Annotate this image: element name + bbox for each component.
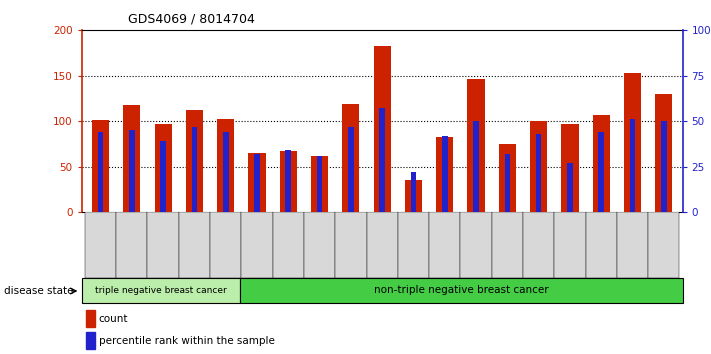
Bar bbox=[624, 73, 641, 212]
Bar bbox=[240, 278, 683, 303]
Bar bbox=[567, 163, 573, 212]
Bar bbox=[648, 212, 680, 278]
Bar bbox=[429, 212, 461, 278]
Bar bbox=[586, 212, 617, 278]
Bar bbox=[217, 119, 235, 212]
Text: GDS4069 / 8014704: GDS4069 / 8014704 bbox=[128, 12, 255, 25]
Text: disease state: disease state bbox=[4, 286, 73, 296]
Bar bbox=[286, 150, 291, 212]
Bar bbox=[335, 212, 366, 278]
Bar bbox=[630, 119, 636, 212]
Bar bbox=[129, 130, 134, 212]
Text: non-triple negative breast cancer: non-triple negative breast cancer bbox=[374, 285, 548, 295]
Bar bbox=[154, 124, 172, 212]
Bar bbox=[97, 132, 103, 212]
Bar bbox=[405, 179, 422, 212]
Bar bbox=[436, 137, 454, 212]
Bar bbox=[223, 132, 228, 212]
Bar bbox=[272, 212, 304, 278]
Bar bbox=[210, 212, 241, 278]
Bar bbox=[398, 212, 429, 278]
Bar bbox=[191, 127, 197, 212]
Bar bbox=[523, 212, 555, 278]
Bar bbox=[492, 212, 523, 278]
Bar bbox=[467, 79, 485, 212]
Text: count: count bbox=[99, 314, 128, 324]
Bar bbox=[536, 134, 542, 212]
Bar bbox=[442, 136, 447, 212]
Bar bbox=[279, 151, 297, 212]
Bar bbox=[178, 212, 210, 278]
Bar bbox=[254, 154, 260, 212]
Bar bbox=[380, 108, 385, 212]
Bar bbox=[505, 154, 510, 212]
Bar bbox=[474, 121, 479, 212]
Bar bbox=[116, 212, 147, 278]
Bar bbox=[304, 212, 335, 278]
Bar bbox=[366, 212, 398, 278]
Bar bbox=[617, 212, 648, 278]
Bar bbox=[86, 332, 95, 349]
Bar bbox=[147, 212, 178, 278]
Bar bbox=[248, 153, 266, 212]
Bar bbox=[92, 120, 109, 212]
Bar bbox=[555, 212, 586, 278]
Bar bbox=[317, 156, 322, 212]
Bar bbox=[86, 310, 95, 327]
Bar bbox=[661, 121, 667, 212]
Bar bbox=[311, 156, 328, 212]
Text: triple negative breast cancer: triple negative breast cancer bbox=[95, 286, 227, 295]
Bar bbox=[342, 104, 360, 212]
Bar bbox=[348, 127, 353, 212]
Bar bbox=[85, 212, 116, 278]
Bar bbox=[411, 172, 416, 212]
Bar bbox=[241, 212, 272, 278]
Bar bbox=[82, 278, 240, 303]
Bar bbox=[160, 141, 166, 212]
Bar bbox=[186, 110, 203, 212]
Bar bbox=[592, 115, 610, 212]
Text: percentile rank within the sample: percentile rank within the sample bbox=[99, 336, 274, 346]
Bar bbox=[599, 132, 604, 212]
Bar bbox=[498, 144, 516, 212]
Bar bbox=[123, 105, 141, 212]
Bar bbox=[530, 121, 547, 212]
Bar bbox=[373, 46, 391, 212]
Bar bbox=[561, 124, 579, 212]
Bar bbox=[655, 94, 673, 212]
Bar bbox=[461, 212, 492, 278]
